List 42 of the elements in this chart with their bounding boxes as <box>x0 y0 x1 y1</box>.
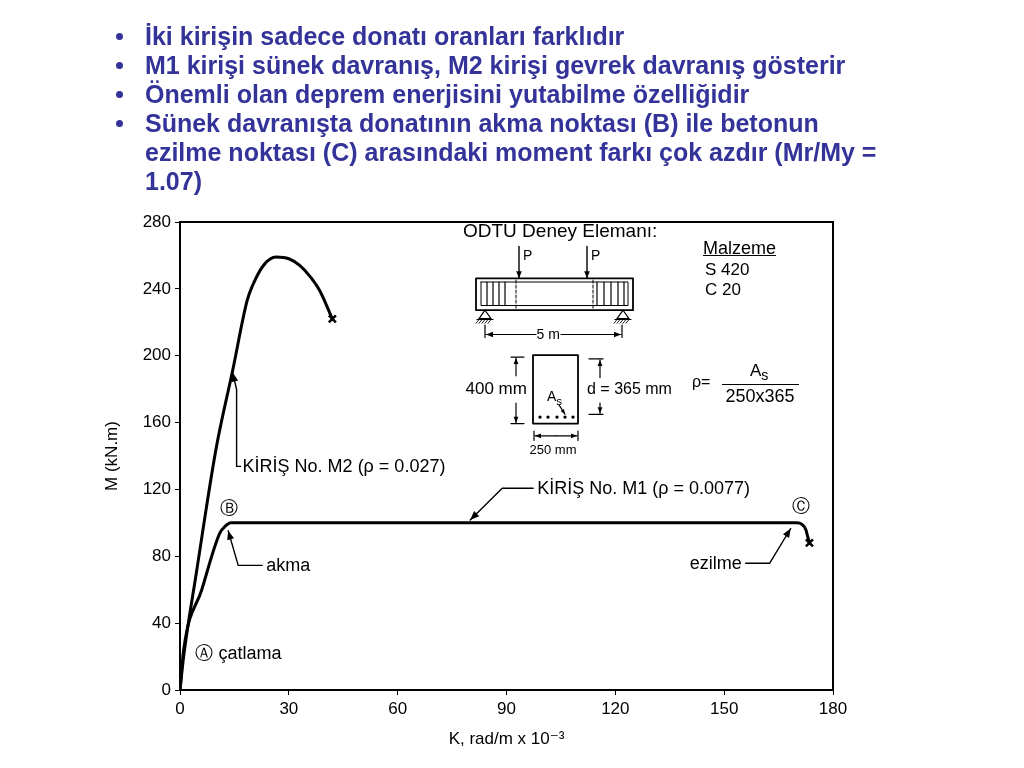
annotation: ODTÜ Deney Elemanı: <box>463 220 658 242</box>
y-tick-label: 40 <box>152 612 171 632</box>
series-label: KİRİŞ No. M1 (ρ = 0.0077) <box>537 477 751 498</box>
annotation: akma <box>266 554 311 575</box>
y-tick-label: 200 <box>142 345 171 365</box>
text: M1 kirişi sünek davranış, M2 kirişi gevrek davranış gösterir <box>145 51 847 80</box>
text: Önemli olan deprem enerjisini yutabilme özelliğidir <box>145 80 751 109</box>
annotation: d = 365 mm <box>587 380 672 399</box>
y-axis-title: M (kN.m) <box>101 421 121 491</box>
annotation: P <box>523 247 533 264</box>
x-tick-label: 90 <box>497 698 516 718</box>
annotation: 250 mm <box>529 441 577 457</box>
annotation: ρ= <box>692 372 711 391</box>
x-tick-label: 120 <box>601 698 630 718</box>
y-tick-label: 120 <box>142 479 171 499</box>
x-tick-label: 150 <box>709 698 739 718</box>
x-tick-label: 0 <box>175 698 185 718</box>
x-tick-label: 30 <box>279 698 299 718</box>
x-tick-label: 60 <box>388 698 408 718</box>
y-tick-label: 280 <box>142 211 171 231</box>
annotation: Ⓑ <box>219 498 238 519</box>
text: Sünek davranışta donatının akma noktası (B) ile betonun ezilme noktası (C) arasındaki moment farkı çok azdır (Mr/My = 1.07) <box>145 109 878 196</box>
annotation: ezilme <box>689 552 742 573</box>
annotation: Malzeme <box>703 237 777 258</box>
x-tick-label: 180 <box>818 698 848 718</box>
annotation: S 420 <box>705 259 750 279</box>
y-tick-label: 240 <box>142 278 171 298</box>
annotation: P <box>591 247 601 264</box>
annotation: A$_{s}$ <box>750 360 769 383</box>
x-axis-title: K, rad/m x 10⁻³ <box>448 729 565 749</box>
annotation: 400 mm <box>465 378 527 398</box>
annotation: A$_{s}$ <box>547 388 563 408</box>
y-tick-label: 160 <box>142 412 171 432</box>
y-tick-label: 0 <box>161 679 171 699</box>
annotation: 250x365 <box>721 384 799 407</box>
annotation: Ⓒ <box>791 496 810 517</box>
y-tick-label: 80 <box>152 545 171 565</box>
annotation: C 20 <box>705 280 741 300</box>
series-label: KİRİŞ No. M2 (ρ = 0.027) <box>242 455 446 476</box>
annotation: Ⓐ çatlama <box>195 642 282 663</box>
text: İki kirişin sadece donatı oranları farklıdır <box>145 22 626 51</box>
annotation: 5 m <box>536 326 560 343</box>
